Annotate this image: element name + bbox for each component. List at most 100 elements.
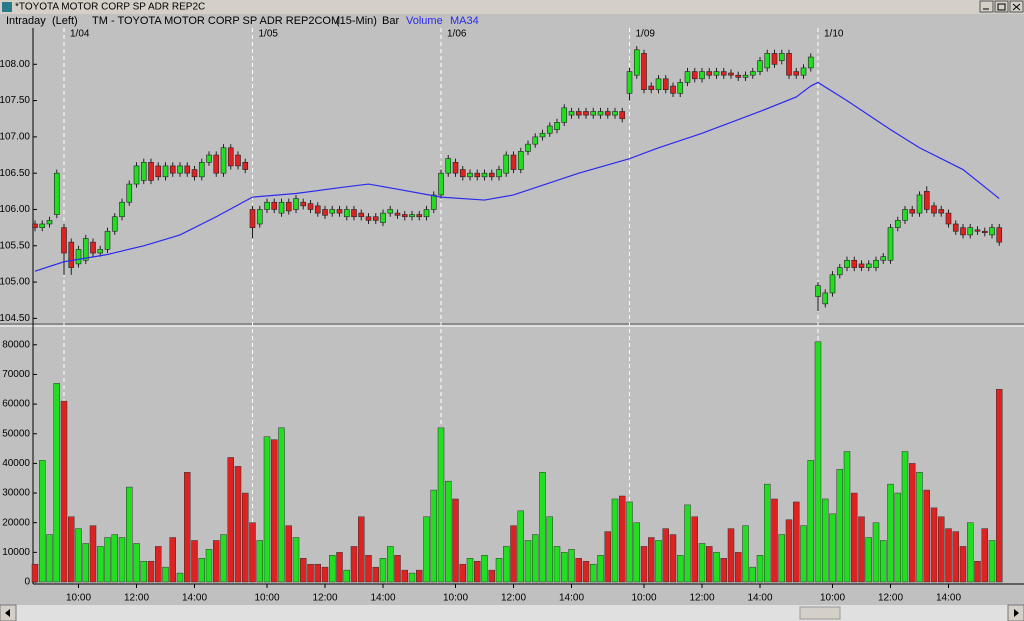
candle-body bbox=[554, 122, 560, 130]
volume-bar bbox=[97, 546, 104, 583]
volume-bar bbox=[372, 566, 379, 583]
candle-body bbox=[467, 172, 473, 178]
candle-body bbox=[815, 285, 821, 297]
candle-body bbox=[198, 161, 205, 178]
scroll-track[interactable] bbox=[0, 605, 1024, 621]
icon bbox=[1012, 3, 1021, 11]
window-buttons bbox=[979, 0, 1024, 13]
candle-body bbox=[140, 161, 147, 181]
volume-bar bbox=[394, 555, 401, 583]
x-tick-label: 12:00 bbox=[124, 593, 149, 604]
restore-button[interactable] bbox=[994, 0, 1009, 13]
volume-bar bbox=[901, 451, 909, 583]
y-tick-label: 0 bbox=[24, 577, 30, 588]
candle-body bbox=[430, 194, 437, 210]
volume-bar bbox=[387, 546, 394, 583]
day-label: 1/10 bbox=[824, 29, 844, 40]
volume-bar bbox=[633, 522, 640, 583]
candle-body bbox=[706, 71, 713, 76]
volume-bar bbox=[350, 546, 358, 583]
candle-body bbox=[39, 223, 46, 228]
candle-body bbox=[409, 214, 415, 218]
x-tick-label: 14:00 bbox=[559, 593, 584, 604]
icon bbox=[1014, 609, 1019, 617]
volume-bar bbox=[648, 537, 655, 583]
volume-bar bbox=[626, 501, 633, 583]
volume-bar bbox=[488, 569, 495, 583]
volume-bar bbox=[735, 552, 742, 583]
candle-body bbox=[684, 71, 691, 83]
candle-body bbox=[90, 241, 96, 254]
candle-body bbox=[662, 78, 669, 91]
candle-body bbox=[583, 111, 589, 116]
candle-body bbox=[894, 220, 901, 228]
candle-body bbox=[735, 74, 742, 78]
volume-bar bbox=[474, 560, 481, 583]
candle-body bbox=[459, 169, 466, 178]
volume-bar bbox=[684, 504, 691, 583]
candle-body bbox=[271, 201, 278, 210]
volume-bar bbox=[314, 563, 321, 583]
x-tick-label: 10:00 bbox=[820, 593, 845, 604]
volume-bar bbox=[938, 516, 945, 583]
volume-bar bbox=[118, 537, 126, 583]
candle-body bbox=[358, 212, 365, 218]
volume-bar bbox=[778, 534, 785, 583]
volume-bar bbox=[677, 555, 684, 583]
volume-bar bbox=[771, 498, 778, 583]
y-tick-label: 80000 bbox=[2, 339, 30, 350]
volume-bar bbox=[126, 486, 133, 583]
volume-bar bbox=[227, 457, 234, 583]
volume-bar bbox=[720, 558, 727, 583]
volume-bar bbox=[619, 495, 626, 583]
candle-body bbox=[546, 125, 553, 134]
volume-bar bbox=[495, 558, 503, 583]
app-icon bbox=[2, 2, 12, 12]
candle-body bbox=[786, 53, 792, 76]
candle-body bbox=[155, 165, 162, 178]
volume-bar bbox=[466, 558, 474, 583]
header-interval: (15-Min) bbox=[336, 15, 377, 27]
candle-body bbox=[916, 194, 923, 214]
volume-bar bbox=[408, 572, 416, 583]
y-tick-label: 106.50 bbox=[0, 168, 30, 179]
volume-bar bbox=[263, 436, 271, 583]
volume-bar bbox=[945, 528, 952, 583]
candle-body bbox=[438, 172, 444, 196]
volume-bar bbox=[887, 483, 894, 583]
candle-body bbox=[931, 205, 937, 214]
volume-bar bbox=[858, 516, 865, 583]
scroll-thumb[interactable] bbox=[799, 606, 841, 620]
minimize-button[interactable] bbox=[979, 0, 994, 13]
candle-body bbox=[626, 71, 633, 94]
candle-body bbox=[858, 263, 865, 268]
volume-bar bbox=[459, 563, 466, 583]
header-symbol: TM - TOYOTA MOTOR CORP SP ADR REP2COM bbox=[92, 15, 340, 27]
volume-bar bbox=[727, 528, 735, 583]
volume-bar bbox=[800, 525, 807, 583]
y-tick-label: 10000 bbox=[2, 547, 30, 558]
candle-body bbox=[256, 209, 263, 225]
candle-body bbox=[742, 74, 749, 78]
window-title: *TOYOTA MOTOR CORP SP ADR REP2C bbox=[15, 2, 205, 13]
x-tick-label: 14:00 bbox=[370, 593, 395, 604]
volume-bar bbox=[169, 537, 176, 583]
volume-bar bbox=[865, 537, 872, 583]
volume-bar bbox=[785, 519, 793, 583]
volume-bar bbox=[147, 560, 155, 583]
candle-body bbox=[293, 198, 299, 210]
volume-bar bbox=[75, 528, 82, 583]
volume-bar bbox=[793, 501, 800, 583]
volume-bar bbox=[68, 516, 75, 583]
header-ma[interactable]: MA34 bbox=[450, 15, 479, 27]
candle-body bbox=[590, 111, 597, 116]
volume-bar bbox=[909, 463, 916, 583]
header-volume[interactable]: Volume bbox=[406, 15, 443, 27]
candle-body bbox=[880, 256, 887, 261]
candle-body bbox=[169, 165, 176, 174]
volume-bar bbox=[155, 546, 162, 583]
volume-bar bbox=[974, 560, 981, 583]
candle-body bbox=[641, 53, 647, 91]
candle-body bbox=[111, 216, 118, 232]
volume-bar bbox=[234, 466, 242, 583]
